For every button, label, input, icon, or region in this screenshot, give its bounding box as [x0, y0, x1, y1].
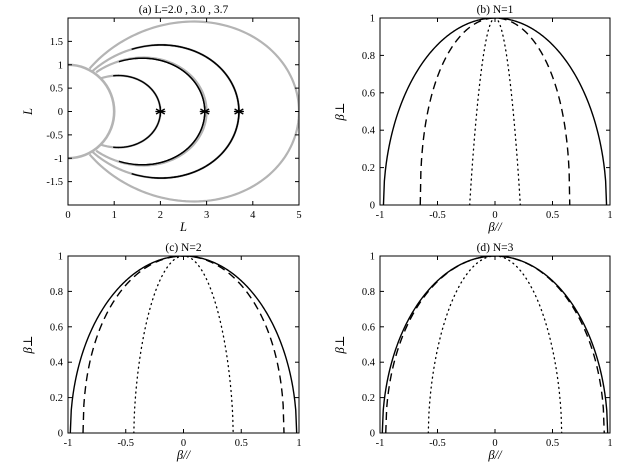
x-tick-label: 1 [112, 210, 117, 221]
y-tick-label: 0.2 [362, 393, 375, 404]
plot-area [68, 20, 299, 203]
y-tick-label: 0 [58, 107, 63, 118]
y-tick-label: 0.4 [50, 358, 64, 369]
y-tick-label: 1 [58, 252, 63, 263]
panel-a: 0 1 2 3 4 5 -1.5 -1 -0.5 0 0.5 1 1.5 (a) L=2.0 , 3.0 … [21, 4, 302, 234]
y-tick-label: 0.8 [362, 51, 375, 62]
star-marker-2 [233, 106, 244, 117]
y-tick-label: 1.5 [50, 37, 63, 48]
axes-box [67, 17, 300, 206]
earth-circle [68, 63, 116, 160]
y-tick-label: -0.5 [46, 130, 63, 141]
y-tick-label: 0.5 [50, 84, 63, 95]
y-axis-label: β⊥ [333, 336, 347, 355]
x-tick-label: 0 [181, 438, 186, 449]
y-tick-label: 0.8 [362, 287, 375, 298]
y-axis-label: β⊥ [333, 103, 347, 122]
x-tick-label: -1 [376, 210, 385, 221]
y-tick-label: 0.8 [50, 287, 63, 298]
axes-box [67, 255, 300, 434]
series-solid [69, 256, 298, 433]
y-tick-label: 0.6 [362, 322, 375, 333]
x-tick-label: -1 [376, 438, 385, 449]
y-tick-label: -1 [54, 154, 63, 165]
x-tick-label: 1 [296, 438, 301, 449]
plot-area [381, 256, 609, 433]
y-tick-label: 0.4 [362, 126, 376, 137]
x-tick-label: 4 [250, 210, 256, 221]
x-tick-label: 2 [158, 210, 163, 221]
axes-box [379, 17, 611, 206]
y-tick-label: 0.6 [362, 88, 375, 99]
field-line-2 [100, 74, 162, 149]
panel-title: (d) N=3 [477, 242, 514, 254]
field-line-5 [88, 20, 299, 203]
x-axis-label: β// [487, 220, 503, 234]
x-tick-label: 0 [492, 210, 497, 221]
x-axis-label: β// [487, 448, 503, 462]
plot-area [382, 18, 608, 205]
y-tick-label: 0.6 [50, 322, 63, 333]
star-marker-0 [155, 106, 166, 117]
y-axis-label: β⊥ [21, 336, 35, 355]
shell-line-7 [134, 57, 206, 166]
y-axis-label: L [21, 108, 35, 116]
y-tick-label: 1 [370, 14, 375, 25]
y-tick-label: 0.2 [50, 393, 63, 404]
series-dashed [385, 256, 605, 433]
x-tick-label: 0.5 [546, 210, 559, 221]
series-dotted [469, 18, 521, 205]
series-solid [382, 18, 608, 205]
panel-d: -1 -0.5 0 0.5 1 0 0.2 0.4 0.6 0.8 1 (d) N=3 β// β⊥ [333, 242, 613, 462]
y-tick-label: 0 [370, 201, 375, 212]
series-dashed [419, 18, 571, 205]
x-tick-label: -0.5 [429, 438, 446, 449]
series-dotted [133, 256, 234, 433]
panel-b: -1 -0.5 0 0.5 1 0 0.2 0.4 0.6 0.8 1 (b) N=1 β// β⊥ [333, 4, 613, 234]
series-solid [381, 256, 609, 433]
y-tick-label: 0.4 [362, 358, 376, 369]
x-tick-label: 0.5 [235, 438, 248, 449]
shell-line-5 [113, 74, 162, 149]
plot-area [69, 256, 298, 433]
panel-c: -1 -0.5 0 0.5 1 0 0.2 0.4 0.6 0.8 1 (c) N=2 β// β⊥ [21, 242, 302, 462]
panel-title: (c) N=2 [165, 242, 201, 254]
x-axis-label: β// [176, 448, 192, 462]
x-tick-label: 0 [65, 210, 70, 221]
x-tick-label: 3 [204, 210, 209, 221]
x-tick-label: -1 [64, 438, 73, 449]
x-tick-label: -0.5 [429, 210, 446, 221]
series-dashed [82, 256, 285, 433]
panel-title: (b) N=1 [477, 4, 514, 16]
x-axis-label: L [179, 220, 187, 234]
y-tick-label: 0 [58, 429, 63, 440]
series-dotted [427, 256, 563, 433]
axes-box [379, 255, 611, 434]
shell-line-8 [131, 44, 240, 179]
x-tick-label: 1 [607, 210, 612, 221]
x-tick-label: 0 [492, 438, 497, 449]
star-marker-1 [199, 106, 210, 117]
field-line-3 [95, 56, 208, 167]
panel-title: (a) L=2.0 , 3.0 , 3.7 [139, 4, 229, 16]
y-tick-label: 1 [58, 60, 63, 71]
y-tick-label: 1 [370, 252, 375, 263]
x-tick-label: 1 [607, 438, 612, 449]
y-tick-label: 0 [370, 429, 375, 440]
y-tick-label: -1.5 [46, 177, 63, 188]
x-tick-label: -0.5 [117, 438, 134, 449]
x-tick-label: 5 [296, 210, 301, 221]
y-tick-label: 0.2 [362, 163, 375, 174]
x-tick-label: 0.5 [546, 438, 559, 449]
